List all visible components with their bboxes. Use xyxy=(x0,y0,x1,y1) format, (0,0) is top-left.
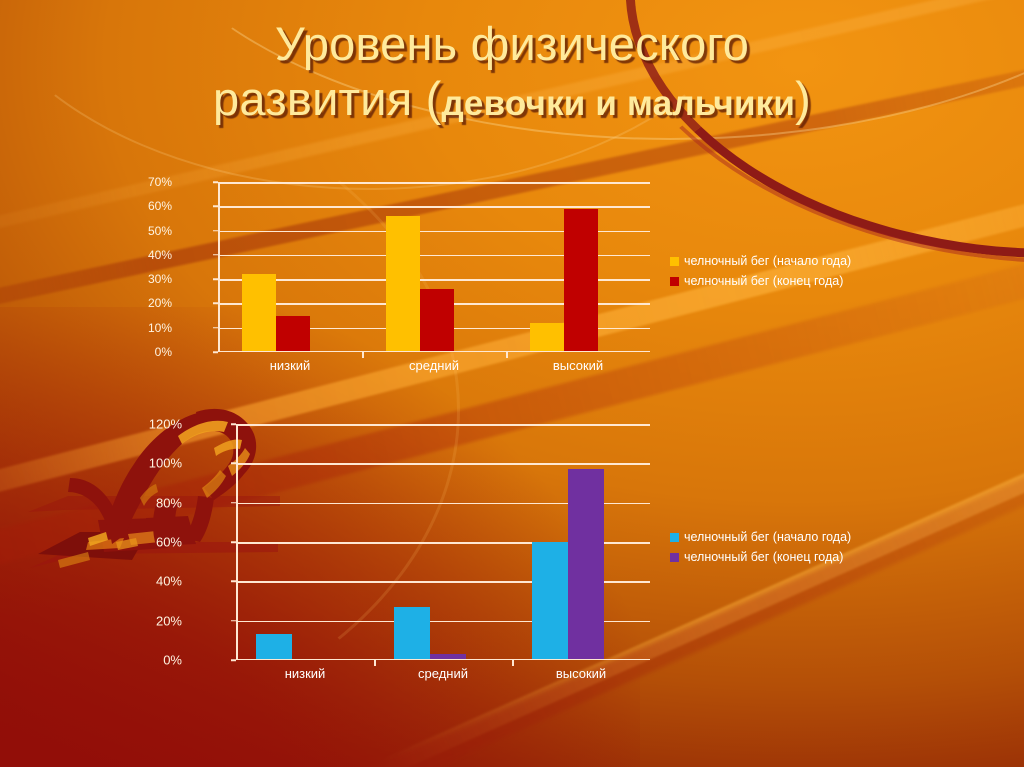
gridline xyxy=(218,230,650,233)
chart-boys-y-axis: 0% 20% 40% 60% 80% 100% 120% xyxy=(146,417,190,668)
legend-swatch-icon xyxy=(670,532,679,542)
y-axis-tick-label: 120% xyxy=(148,416,182,432)
x-axis-tick xyxy=(506,352,508,358)
legend-label: челночный бег (конец года) xyxy=(684,550,844,564)
chart-girls-x-labels: низкий средний высокий xyxy=(218,358,650,378)
y-axis-tick-label: 20% xyxy=(147,296,172,311)
legend-label: челночный бег (начало года) xyxy=(684,530,852,544)
gridline xyxy=(236,620,650,623)
title-line-2-close: ) xyxy=(795,72,811,126)
y-axis-tick xyxy=(213,278,218,280)
x-axis-category-label: средний xyxy=(418,666,468,681)
legend-label: челночный бег (конец года) xyxy=(684,274,844,288)
y-axis-tick-label: 60% xyxy=(147,199,172,214)
y-axis-tick xyxy=(231,501,236,504)
bar xyxy=(532,542,568,660)
gridline xyxy=(218,182,650,184)
chart-boys-plot-area xyxy=(231,423,650,666)
y-axis-tick-label: 30% xyxy=(147,272,172,287)
gridline xyxy=(236,542,650,544)
chart-girls-plot-area xyxy=(213,181,650,358)
bar xyxy=(394,606,430,660)
bar xyxy=(564,208,598,352)
legend-swatch-icon xyxy=(670,256,679,266)
bar xyxy=(276,315,310,352)
chart-girls-y-axis: 0% 10% 20% 30% 40% 50% 60% 70% xyxy=(144,175,180,359)
chart-girls-plot: 0% 10% 20% 30% 40% 50% 60% 70% низкий средний выс… xyxy=(148,175,650,373)
chart-girls-y-axis-line xyxy=(218,182,220,352)
bar xyxy=(420,288,454,352)
chart-boys: 0% 20% 40% 60% 80% 100% 120% низкий средний высо… xyxy=(149,417,851,682)
y-axis-tick xyxy=(213,229,218,232)
bar xyxy=(242,274,276,352)
gridline xyxy=(218,254,650,257)
legend-item: челночный бег (начало года) xyxy=(670,530,851,544)
bar xyxy=(530,322,564,352)
y-axis-tick xyxy=(231,619,236,622)
y-axis-tick xyxy=(213,181,218,183)
chart-girls-legend: челночный бег (начало года) челночный бег… xyxy=(670,254,851,294)
x-axis-category-label: средний xyxy=(409,358,459,373)
y-axis-tick xyxy=(213,205,218,208)
bar xyxy=(256,634,292,660)
bar xyxy=(568,469,604,660)
gridline xyxy=(236,581,650,583)
chart-girls: 0% 10% 20% 30% 40% 50% 60% 70% низкий средний выс… xyxy=(148,175,851,373)
y-axis-tick-label: 60% xyxy=(155,534,182,550)
chart-boys-legend: челночный бег (начало года) челночный бег… xyxy=(670,530,851,570)
bar xyxy=(430,654,466,660)
legend-label: челночный бег (начало года) xyxy=(684,254,852,268)
y-axis-tick xyxy=(213,351,218,353)
y-axis-tick-label: 20% xyxy=(155,613,182,629)
y-axis-tick xyxy=(213,254,218,256)
y-axis-tick-label: 10% xyxy=(147,320,172,335)
legend-item: челночный бег (начало года) xyxy=(670,254,851,268)
y-axis-tick-label: 80% xyxy=(155,495,182,511)
y-axis-tick xyxy=(213,326,218,329)
y-axis-tick-label: 70% xyxy=(147,175,172,189)
title-line-2-parenthetical: девочки и мальчики xyxy=(441,84,796,124)
legend-item: челночный бег (конец года) xyxy=(670,274,851,288)
legend-item: челночный бег (конец года) xyxy=(670,550,851,564)
y-axis-tick-label: 0% xyxy=(163,652,182,668)
x-axis-category-label: высокий xyxy=(552,358,604,373)
x-axis-category-label: низкий xyxy=(269,358,311,373)
slide-title: Уровень физического развития (девочки и … xyxy=(60,16,964,127)
gridline xyxy=(236,463,650,465)
y-axis-tick-label: 40% xyxy=(147,247,172,262)
y-axis-tick-label: 50% xyxy=(147,223,172,238)
runner-silhouette-icon xyxy=(28,392,280,582)
y-axis-tick xyxy=(231,541,236,543)
chart-boys-x-labels: низкий средний высокий xyxy=(236,666,650,686)
y-axis-tick-label: 40% xyxy=(155,573,182,589)
chart-boys-x-axis-line xyxy=(236,658,650,660)
gridline xyxy=(218,206,650,208)
y-axis-tick-label: 0% xyxy=(154,345,172,359)
chart-boys-y-axis-line xyxy=(236,424,238,660)
title-line-2: развития (девочки и мальчики) xyxy=(60,71,964,126)
x-axis-tick xyxy=(362,352,364,358)
title-line-2-main: развития ( xyxy=(213,72,442,126)
y-axis-tick xyxy=(231,423,236,425)
y-axis-tick-label: 100% xyxy=(148,455,182,471)
bar xyxy=(386,216,420,352)
x-axis-tick xyxy=(374,660,376,666)
x-axis-tick xyxy=(512,660,514,666)
title-line-1: Уровень физического xyxy=(274,17,750,70)
x-axis-category-label: низкий xyxy=(284,666,326,681)
x-axis-category-label: высокий xyxy=(555,666,607,681)
gridline xyxy=(236,424,650,426)
legend-swatch-icon xyxy=(670,276,679,286)
chart-boys-plot: 0% 20% 40% 60% 80% 100% 120% низкий средний высо… xyxy=(149,417,650,681)
y-axis-tick xyxy=(231,659,236,661)
y-axis-tick xyxy=(231,462,236,465)
y-axis-tick xyxy=(231,580,236,583)
legend-swatch-icon xyxy=(670,552,679,562)
chart-girls-x-axis-line xyxy=(218,350,650,352)
y-axis-tick xyxy=(213,302,218,305)
gridline xyxy=(236,502,650,505)
gridline xyxy=(218,279,650,281)
